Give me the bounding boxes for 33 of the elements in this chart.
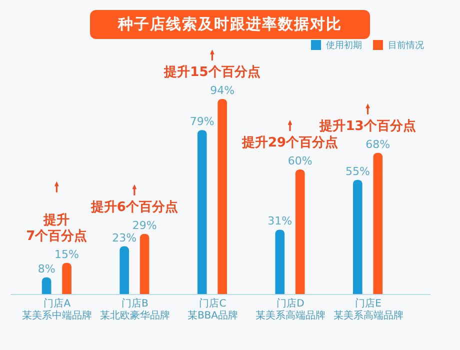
legend-label: 使用初期	[326, 40, 362, 51]
data-label: 8%	[38, 262, 56, 276]
bar	[62, 262, 72, 294]
annotation: 提升13个百分点	[318, 118, 416, 134]
data-label: 60%	[288, 154, 312, 168]
bar	[42, 277, 52, 294]
text: 提升15个百分点	[163, 64, 260, 80]
annotation: 提升29个百分点	[240, 134, 338, 151]
bar	[373, 152, 383, 294]
annotation: 提升 7个百分点	[26, 212, 88, 244]
data-label: 23%	[112, 231, 137, 244]
bar	[197, 130, 207, 294]
data-label: 79%	[190, 115, 214, 128]
bar	[353, 180, 362, 294]
x-tick-label: 门店A 某美系中端品牌	[22, 298, 92, 322]
bar	[275, 230, 285, 294]
data-label: 68%	[366, 138, 390, 151]
x-tick-label: 门店C 某BBA品牌	[187, 298, 238, 322]
bar	[140, 234, 150, 294]
legend-label: 目前情况	[388, 40, 424, 51]
data-label: 29%	[132, 218, 157, 232]
x-tick-label: 门店B 某北欧豪华品牌	[100, 298, 170, 322]
data-label: 55%	[345, 164, 370, 178]
chart-title: 种子店线索及时跟进率数据对比	[90, 10, 370, 39]
x-tick-label: 门店D 某美系高端品牌	[256, 298, 326, 322]
annotation: 提升6个百分点	[90, 198, 178, 215]
x-tick-label: 门店E 某美系高端品牌	[333, 298, 404, 322]
bar	[120, 246, 129, 294]
data-label: 15%	[54, 248, 80, 261]
data-label: 31%	[268, 214, 292, 228]
bar	[295, 170, 305, 294]
bar	[218, 99, 227, 294]
data-label: 94%	[210, 84, 235, 97]
